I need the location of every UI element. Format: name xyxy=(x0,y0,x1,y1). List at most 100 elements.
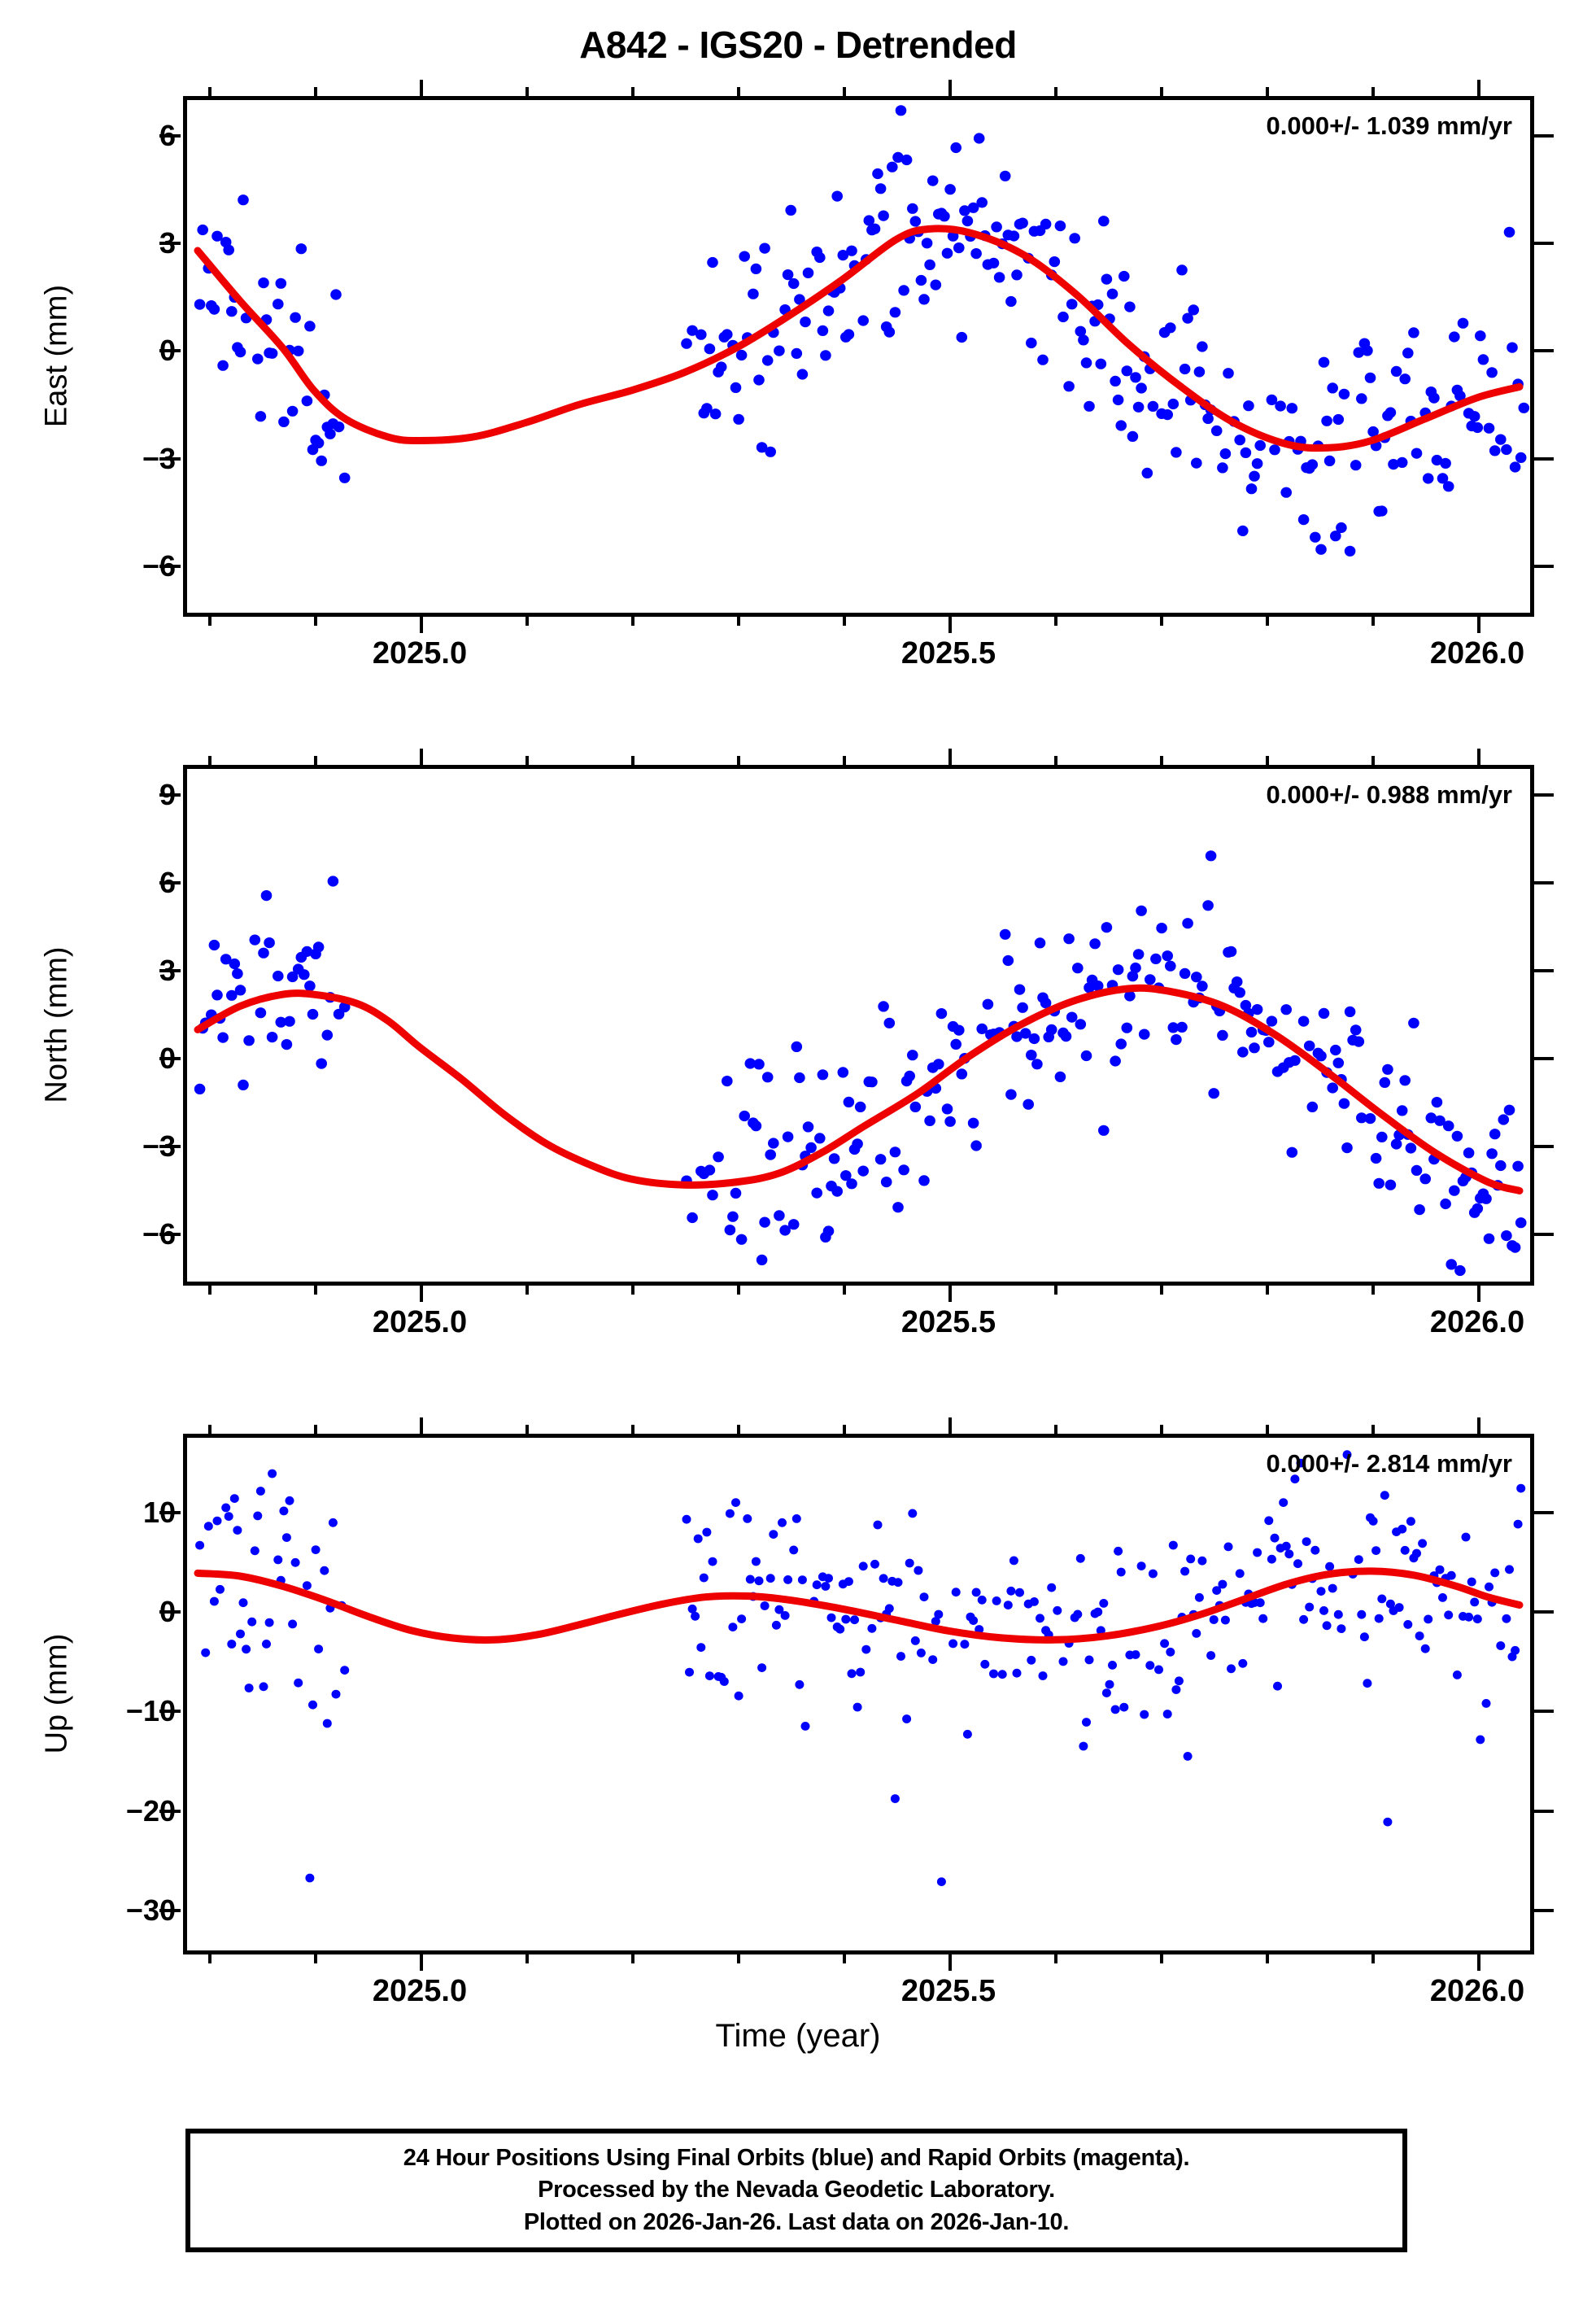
x-tick-mark xyxy=(843,1284,846,1295)
x-tick-mark xyxy=(1266,615,1269,626)
x-tick-mark-top xyxy=(525,756,529,766)
rate-annotation-up: 0.000+/- 2.814 mm/yr xyxy=(1266,1449,1512,1478)
x-tick-mark xyxy=(1160,1953,1163,1963)
x-tick-mark xyxy=(1477,1953,1480,1971)
x-tick-mark xyxy=(1371,1953,1375,1963)
x-tick-mark-top xyxy=(737,1425,740,1435)
x-tick-mark-top xyxy=(843,87,846,98)
x-tick-mark-top xyxy=(1371,87,1375,98)
y-tick-mark-north xyxy=(159,793,181,797)
y-tick-mark-right-up xyxy=(1533,1909,1554,1913)
y-tick-mark-north xyxy=(159,969,181,973)
panel-east: 0.000+/- 1.039 mm/yr xyxy=(183,96,1534,617)
x-tick-mark xyxy=(843,615,846,626)
x-tick-mark xyxy=(737,1284,740,1295)
x-tick-label: 2025.0 xyxy=(372,636,468,670)
y-axis-title-north: North (mm) xyxy=(39,946,74,1103)
y-tick-mark-right-north xyxy=(1533,1145,1554,1149)
x-tick-mark xyxy=(1054,1953,1057,1963)
x-tick-mark-top xyxy=(1160,87,1163,98)
x-tick-mark-top xyxy=(1477,80,1480,98)
x-tick-mark xyxy=(948,1284,952,1302)
x-tick-mark xyxy=(948,1953,952,1971)
x-tick-label: 2025.0 xyxy=(372,1974,468,2008)
x-tick-mark-top xyxy=(208,87,211,98)
y-tick-mark-north xyxy=(159,1233,181,1237)
y-tick-mark-east xyxy=(159,242,181,246)
x-tick-mark-top xyxy=(631,1425,634,1435)
x-tick-mark-top xyxy=(1477,749,1480,766)
footer-line-3: Plotted on 2026-Jan-26. Last data on 202… xyxy=(523,2208,1070,2235)
x-tick-label: 2025.5 xyxy=(900,1974,996,2008)
y-tick-mark-north xyxy=(159,1145,181,1149)
x-tick-mark xyxy=(525,1953,529,1963)
x-tick-mark-top xyxy=(631,87,634,98)
x-tick-label: 2026.0 xyxy=(1429,1974,1525,2008)
x-tick-mark-top xyxy=(420,749,423,766)
x-tick-mark xyxy=(1266,1953,1269,1963)
y-tick-mark-right-north xyxy=(1533,1233,1554,1237)
y-axis-title-east: East (mm) xyxy=(39,284,74,428)
x-tick-mark xyxy=(631,1953,634,1963)
x-tick-mark-top xyxy=(737,756,740,766)
x-tick-mark-top xyxy=(948,749,952,766)
x-tick-mark xyxy=(737,615,740,626)
x-tick-mark xyxy=(631,1284,634,1295)
x-tick-label: 2026.0 xyxy=(1429,636,1525,670)
y-tick-mark-right-east xyxy=(1533,349,1554,353)
x-tick-mark-top xyxy=(314,756,317,766)
x-tick-mark xyxy=(1371,1284,1375,1295)
x-tick-mark-top xyxy=(1266,87,1269,98)
x-tick-mark xyxy=(1160,615,1163,626)
y-tick-mark-right-up xyxy=(1533,1610,1554,1614)
y-tick-mark-right-east xyxy=(1533,564,1554,568)
x-tick-mark-top xyxy=(314,1425,317,1435)
x-tick-mark-top xyxy=(1054,1425,1057,1435)
y-tick-mark-right-east xyxy=(1533,242,1554,246)
x-axis-title: Time (year) xyxy=(715,2018,881,2054)
x-tick-mark xyxy=(1160,1284,1163,1295)
plot-area-up xyxy=(187,1438,1530,1950)
page-title: A842 - IGS20 - Detrended xyxy=(579,24,1017,66)
y-tick-mark-up xyxy=(159,1510,181,1514)
x-tick-mark xyxy=(843,1953,846,1963)
x-tick-mark xyxy=(420,1284,423,1302)
y-tick-mark-right-north xyxy=(1533,881,1554,885)
x-tick-mark-top xyxy=(525,1425,529,1435)
x-tick-label: 2026.0 xyxy=(1429,1305,1525,1339)
x-tick-mark-top xyxy=(314,87,317,98)
x-tick-mark xyxy=(420,615,423,633)
x-tick-mark xyxy=(948,615,952,633)
x-tick-label: 2025.5 xyxy=(900,1305,996,1339)
rate-annotation-east: 0.000+/- 1.039 mm/yr xyxy=(1266,111,1512,140)
x-tick-mark xyxy=(525,1284,529,1295)
y-tick-mark-right-up xyxy=(1533,1809,1554,1813)
x-tick-mark-top xyxy=(737,87,740,98)
x-tick-mark xyxy=(737,1953,740,1963)
x-tick-mark xyxy=(314,1284,317,1295)
y-tick-mark-east xyxy=(159,134,181,138)
y-tick-mark-right-up xyxy=(1533,1510,1554,1514)
x-tick-mark-top xyxy=(1054,87,1057,98)
y-tick-mark-right-north xyxy=(1533,1057,1554,1061)
x-tick-mark-top xyxy=(1371,756,1375,766)
x-tick-label: 2025.5 xyxy=(900,636,996,670)
x-tick-mark-top xyxy=(843,1425,846,1435)
x-tick-mark-top xyxy=(1477,1417,1480,1435)
footer-line-2: Processed by the Nevada Geodetic Laborat… xyxy=(538,2177,1055,2203)
plot-area-north xyxy=(187,769,1530,1282)
y-tick-mark-right-east xyxy=(1533,456,1554,461)
x-tick-mark xyxy=(1477,615,1480,633)
x-tick-mark xyxy=(314,615,317,626)
panel-up: 0.000+/- 2.814 mm/yr xyxy=(183,1434,1534,1954)
x-tick-mark-top xyxy=(208,756,211,766)
x-tick-mark-top xyxy=(631,756,634,766)
y-tick-mark-right-east xyxy=(1533,134,1554,138)
x-tick-mark xyxy=(208,615,211,626)
x-tick-mark xyxy=(1477,1284,1480,1302)
y-tick-mark-up xyxy=(159,1909,181,1913)
x-tick-mark-top xyxy=(208,1425,211,1435)
x-tick-mark-top xyxy=(420,80,423,98)
footer-line-1: 24 Hour Positions Using Final Orbits (bl… xyxy=(403,2145,1190,2172)
